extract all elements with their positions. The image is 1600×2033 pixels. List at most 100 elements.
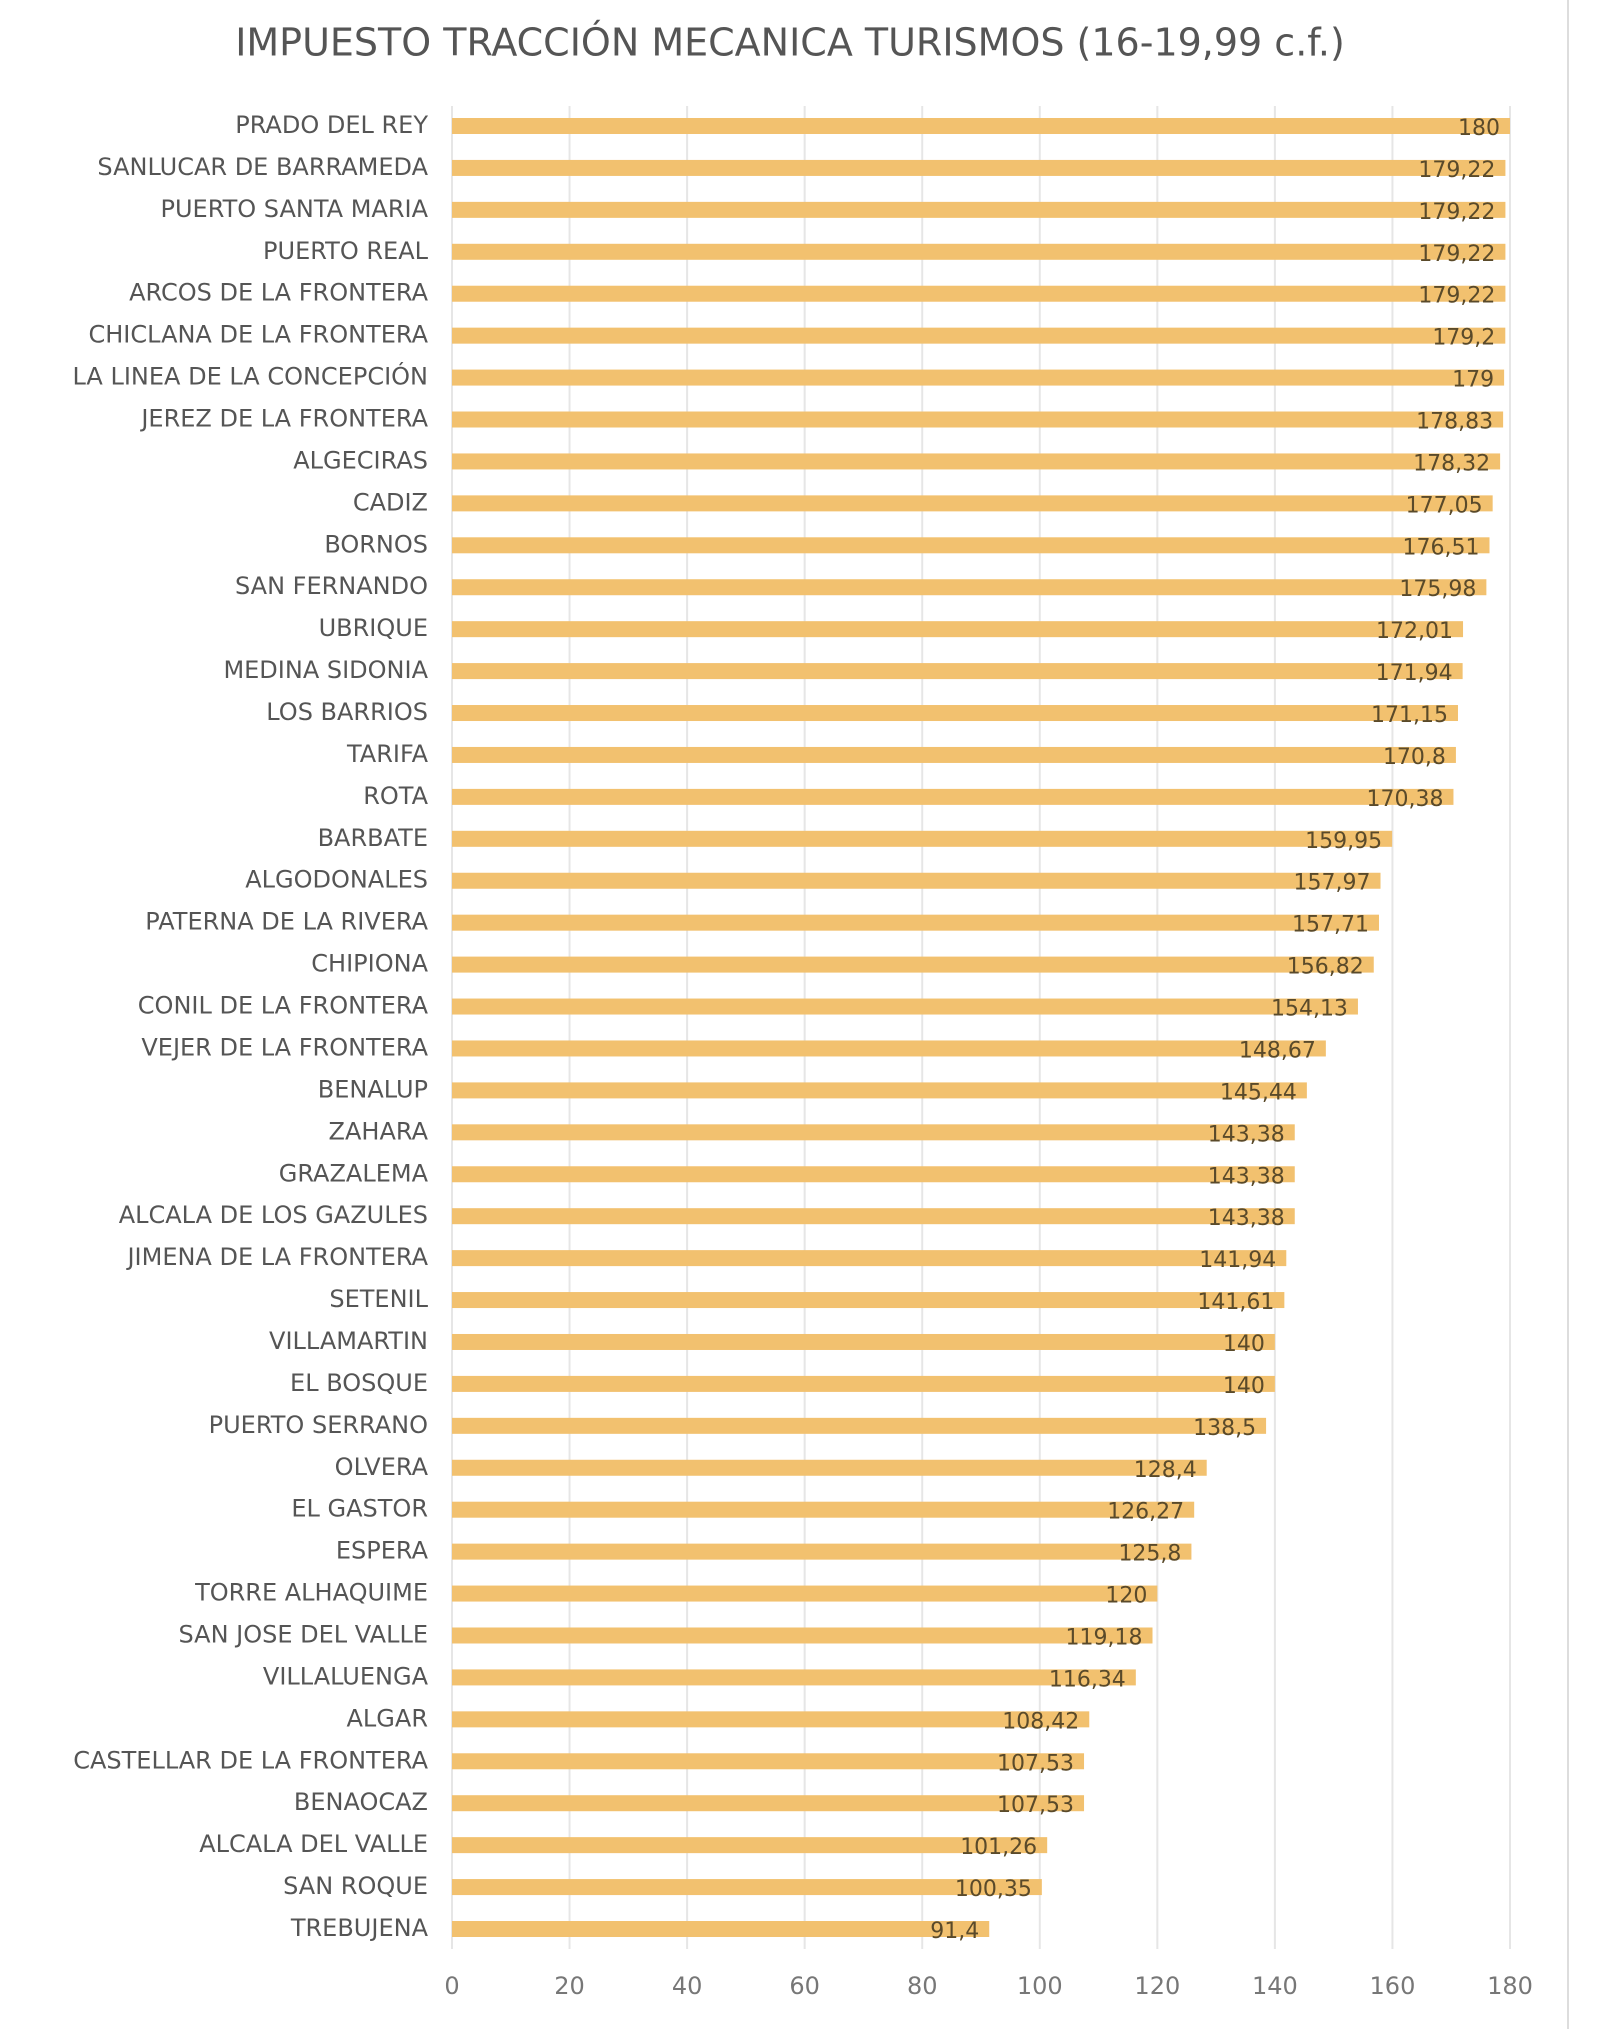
data-label: 145,44: [1220, 1080, 1297, 1105]
category-label: VILLALUENGA: [263, 1662, 429, 1690]
category-label: SETENIL: [329, 1285, 428, 1313]
data-label: 119,18: [1066, 1625, 1143, 1650]
bar: [452, 663, 1463, 680]
x-tick-label: 100: [1017, 1972, 1063, 2000]
bar: [452, 537, 1490, 554]
x-tick-label: 20: [554, 1972, 585, 2000]
category-label: ROTA: [363, 782, 428, 810]
bar: [452, 1166, 1295, 1183]
bar: [452, 1082, 1307, 1099]
data-label: 143,38: [1208, 1122, 1285, 1147]
bar: [452, 998, 1358, 1015]
category-label: ARCOS DE LA FRONTERA: [129, 279, 429, 307]
bar: [452, 453, 1501, 470]
bar: [452, 201, 1506, 218]
category-label: JIMENA DE LA FRONTERA: [125, 1243, 428, 1271]
category-label: JEREZ DE LA FRONTERA: [139, 405, 428, 433]
data-label: 138,5: [1193, 1416, 1256, 1441]
data-label: 179,22: [1418, 242, 1495, 267]
category-label: TARIFA: [346, 740, 429, 768]
bar: [452, 705, 1458, 722]
bar: [452, 621, 1464, 638]
data-label: 143,38: [1208, 1206, 1285, 1231]
bar: [452, 1753, 1085, 1770]
bar: [452, 579, 1487, 596]
category-label: ESPERA: [336, 1537, 429, 1565]
bar: [452, 1250, 1287, 1267]
bar: [452, 1501, 1195, 1518]
bar: [452, 1040, 1326, 1057]
category-label: PATERNA DE LA RIVERA: [145, 908, 428, 936]
category-label: PUERTO SANTA MARIA: [160, 195, 428, 223]
data-label: 178,32: [1413, 451, 1490, 476]
x-tick-label: 140: [1252, 1972, 1298, 2000]
data-label: 175,98: [1399, 577, 1476, 602]
category-label: BENALUP: [318, 1075, 428, 1103]
data-label: 179,2: [1432, 326, 1495, 351]
bar: [452, 956, 1374, 973]
category-label: BENAOCAZ: [294, 1788, 428, 1816]
x-tick-label: 160: [1370, 1972, 1416, 2000]
bar: [452, 1124, 1295, 1141]
bar: [452, 1837, 1048, 1854]
bar: [452, 118, 1510, 134]
category-label: SAN ROQUE: [283, 1872, 428, 1900]
bar: [452, 285, 1506, 302]
bar: [452, 1795, 1085, 1812]
category-label: SAN FERNANDO: [235, 572, 428, 600]
category-label: ALGODONALES: [245, 866, 428, 894]
category-label: PUERTO SERRANO: [209, 1411, 428, 1439]
bar: [452, 1585, 1158, 1602]
x-tick-label: 180: [1487, 1972, 1533, 2000]
bar: [452, 1333, 1275, 1350]
bar: [452, 1459, 1207, 1476]
data-label: 116,34: [1049, 1667, 1126, 1692]
category-label: GRAZALEMA: [279, 1159, 429, 1187]
bar: [452, 159, 1506, 176]
category-label: ALCALA DE LOS GAZULES: [119, 1201, 428, 1229]
data-label: 157,97: [1294, 871, 1371, 896]
data-label: 179,22: [1418, 284, 1495, 309]
data-label: 126,27: [1107, 1500, 1184, 1525]
bar: [452, 1879, 1042, 1896]
data-label: 179,22: [1418, 158, 1495, 183]
category-label: TREBUJENA: [290, 1914, 429, 1942]
data-label: 100,35: [955, 1877, 1032, 1902]
category-label: LOS BARRIOS: [266, 698, 428, 726]
category-label: MEDINA SIDONIA: [223, 656, 428, 684]
x-tick-label: 40: [672, 1972, 703, 2000]
bar: [452, 327, 1506, 344]
data-label: 171,15: [1371, 703, 1448, 728]
x-tick-label: 0: [444, 1972, 459, 2000]
data-label: 148,67: [1239, 1038, 1316, 1063]
data-label: 107,53: [997, 1751, 1074, 1776]
bar: [452, 1669, 1136, 1686]
category-label: TORRE ALHAQUIME: [194, 1579, 428, 1607]
category-label: PUERTO REAL: [263, 237, 429, 265]
category-label: LA LINEA DE LA CONCEPCIÓN: [73, 361, 429, 391]
data-label: 170,38: [1366, 787, 1443, 812]
bar: [452, 1711, 1090, 1728]
bar: [452, 1375, 1275, 1392]
category-label: VILLAMARTIN: [269, 1327, 428, 1355]
category-label: OLVERA: [335, 1453, 429, 1481]
data-label: 171,94: [1376, 661, 1453, 686]
category-label: VEJER DE LA FRONTERA: [141, 1033, 428, 1061]
bar: [452, 1417, 1267, 1434]
data-label: 91,4: [930, 1919, 979, 1944]
data-label: 180: [1458, 116, 1500, 141]
category-label: SAN JOSE DEL VALLE: [178, 1620, 428, 1648]
data-label: 128,4: [1134, 1458, 1197, 1483]
data-label: 143,38: [1208, 1164, 1285, 1189]
data-label: 179: [1452, 368, 1494, 393]
category-label: ALCALA DEL VALLE: [199, 1830, 428, 1858]
category-label: EL GASTOR: [291, 1495, 428, 1523]
data-label: 154,13: [1271, 997, 1348, 1022]
x-tick-label: 80: [907, 1972, 938, 2000]
data-label: 177,05: [1406, 493, 1483, 518]
bar: [452, 788, 1454, 805]
data-label: 141,94: [1199, 1248, 1276, 1273]
data-label: 178,83: [1416, 410, 1493, 435]
bar: [452, 1627, 1153, 1644]
